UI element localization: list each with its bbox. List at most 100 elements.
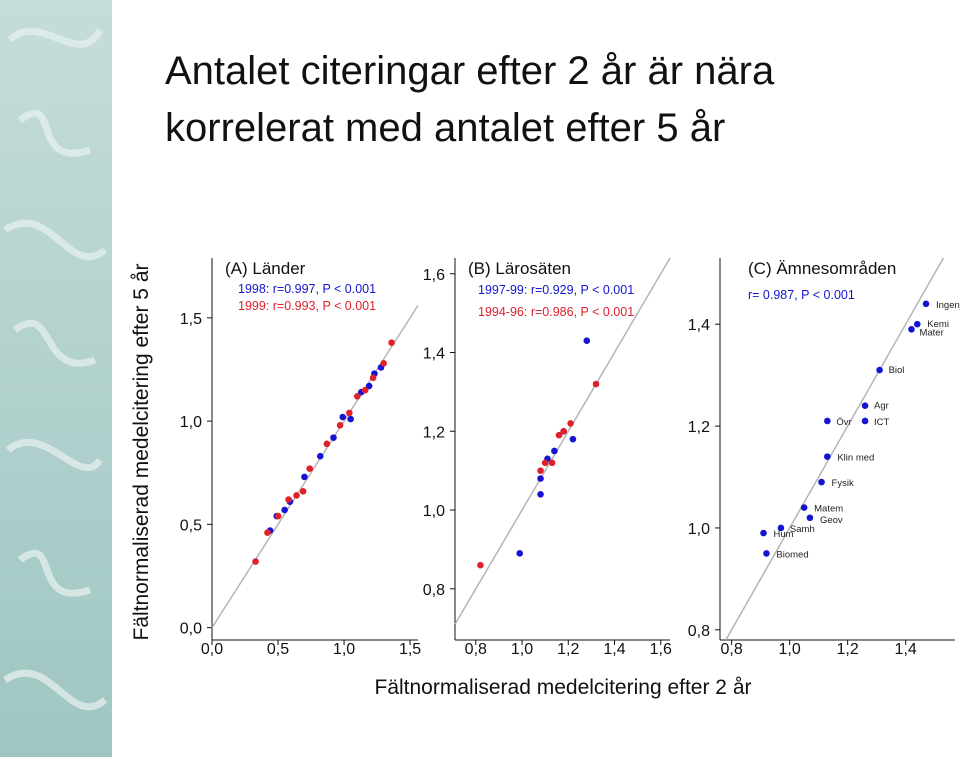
data-point — [806, 514, 814, 522]
x-tick-label: 0,5 — [267, 641, 289, 658]
data-point — [548, 459, 556, 467]
data-point — [537, 467, 544, 474]
title-line: korrelerat med antalet efter 5 år — [165, 106, 725, 150]
data-point — [567, 420, 574, 427]
data-point — [274, 512, 282, 520]
y-tick-label: 0,0 — [180, 621, 202, 638]
data-point — [306, 465, 314, 472]
point-label: Biol — [889, 365, 905, 376]
panel-title: (B) Lärosäten — [468, 259, 571, 278]
y-tick-label: 1,2 — [423, 424, 445, 441]
y-tick-label: 1,0 — [688, 521, 710, 538]
data-point — [293, 492, 300, 499]
y-tick-label: 0,8 — [688, 623, 710, 640]
y-tick-label: 1,6 — [423, 267, 445, 284]
legend-entry: 1999: r=0.993, P < 0.001 — [238, 299, 376, 313]
data-point — [800, 504, 808, 511]
y-tick-label: 1,2 — [688, 419, 710, 436]
x-tick-label: 1,0 — [779, 641, 801, 658]
legend-entry: r= 0.987, P < 0.001 — [748, 288, 855, 302]
y-tick-label: 1,4 — [423, 346, 445, 363]
point-label: ICT — [874, 417, 890, 428]
point-label: Matem — [814, 504, 843, 515]
x-tick-label: 0,8 — [720, 641, 742, 658]
data-point — [301, 473, 308, 481]
data-point — [299, 488, 307, 495]
data-point — [555, 431, 563, 439]
data-point — [380, 360, 387, 367]
data-point — [369, 374, 377, 382]
x-tick-label: 1,5 — [399, 641, 421, 658]
data-point — [760, 529, 767, 537]
y-axis-label: Fältnormaliserad medelcitering efter 5 å… — [130, 263, 153, 640]
x-tick-label: 1,4 — [603, 641, 625, 658]
data-point — [861, 402, 869, 410]
x-tick-label: 1,2 — [557, 641, 579, 658]
data-point — [252, 558, 259, 565]
data-point — [861, 417, 869, 425]
point-label: Mater — [919, 327, 943, 338]
point-label: Klin med — [837, 453, 874, 464]
point-label: Geov — [820, 515, 843, 526]
point-label: Övr — [836, 417, 851, 428]
data-point — [323, 440, 331, 448]
x-axis-label: Fältnormaliserad medelcitering efter 2 å… — [375, 676, 752, 699]
data-point — [824, 417, 831, 425]
x-tick-label: 1,0 — [333, 641, 355, 658]
y-tick-label: 1,0 — [180, 414, 202, 431]
data-point — [330, 434, 337, 441]
y-tick-label: 1,0 — [423, 503, 445, 520]
data-point — [824, 453, 831, 460]
point-label: Fysik — [832, 478, 854, 489]
data-point — [569, 435, 577, 443]
reference-line — [454, 257, 671, 625]
data-point — [560, 427, 567, 435]
data-point — [365, 382, 373, 390]
calligraphy — [3, 27, 108, 711]
data-point — [477, 561, 484, 569]
data-point — [537, 475, 544, 482]
data-point — [551, 447, 558, 455]
data-point — [361, 386, 369, 394]
data-point — [763, 550, 770, 557]
data-point — [316, 452, 324, 460]
data-point — [339, 413, 347, 421]
data-point — [285, 496, 292, 503]
data-point — [583, 337, 591, 345]
data-point — [777, 524, 785, 532]
data-point — [908, 326, 915, 333]
data-point — [281, 506, 288, 514]
data-point — [388, 339, 395, 346]
x-tick-label: 1,4 — [895, 641, 917, 658]
decorative-strip — [0, 0, 112, 757]
y-tick-label: 0,8 — [423, 582, 445, 599]
point-label: Hum — [774, 529, 794, 540]
x-tick-label: 1,0 — [511, 641, 533, 658]
data-point — [913, 320, 921, 328]
data-point — [516, 550, 524, 557]
point-label: Agr — [874, 401, 889, 412]
data-point — [922, 300, 930, 308]
data-point — [353, 393, 361, 400]
y-tick-label: 1,4 — [688, 317, 710, 334]
data-point — [541, 459, 549, 467]
data-point — [347, 415, 354, 423]
data-point — [346, 409, 353, 417]
point-label: Ingenj — [936, 300, 960, 311]
y-tick-label: 1,5 — [180, 311, 202, 328]
y-tick-label: 0,5 — [180, 517, 202, 534]
legend-entry: 1994-96: r=0.986, P < 0.001 — [478, 305, 634, 319]
point-label: Biomed — [776, 549, 808, 560]
legend-entry: 1997-99: r=0.929, P < 0.001 — [478, 283, 634, 297]
data-point — [818, 478, 825, 486]
title-line: Antalet citeringar efter 2 år är nära — [165, 49, 775, 93]
x-tick-label: 1,6 — [650, 641, 672, 658]
point-label: Kemi — [927, 319, 949, 330]
data-point — [336, 421, 344, 429]
panel-title: (A) Länder — [225, 259, 306, 278]
point-label: Samh — [790, 524, 815, 535]
data-point — [876, 366, 883, 374]
data-point — [264, 529, 271, 536]
